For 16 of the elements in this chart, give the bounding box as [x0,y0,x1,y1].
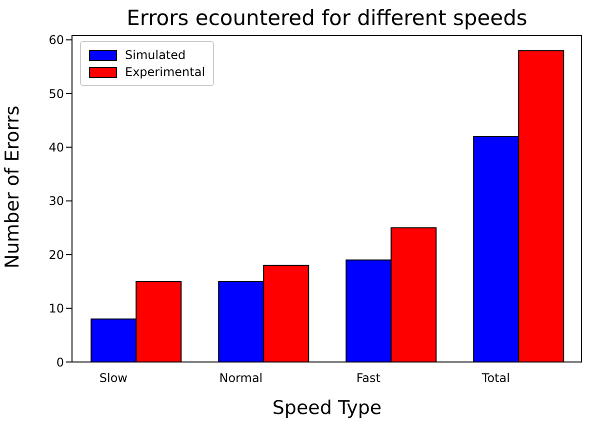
x-tick-label: Total [480,371,510,385]
x-tick-label: Slow [99,371,128,385]
y-tick-label: 40 [48,140,64,154]
y-tick-label: 60 [48,33,64,48]
legend-label: Simulated [124,48,187,62]
x-axis-title: Speed Type [272,397,382,419]
y-tick-label: 20 [48,248,64,262]
y-tick-label: 30 [48,194,64,208]
x-tick-label: Normal [219,371,263,385]
chart-title: Errors ecountered for different speeds [126,6,528,30]
y-axis-title: Number of Erorrs [2,106,24,268]
legend-label: Experimental [124,65,206,79]
y-tick-label: 0 [56,355,64,370]
x-tick-label: Fast [356,371,381,385]
y-tick-label: 10 [48,302,64,316]
y-tick-label: 50 [48,86,64,101]
